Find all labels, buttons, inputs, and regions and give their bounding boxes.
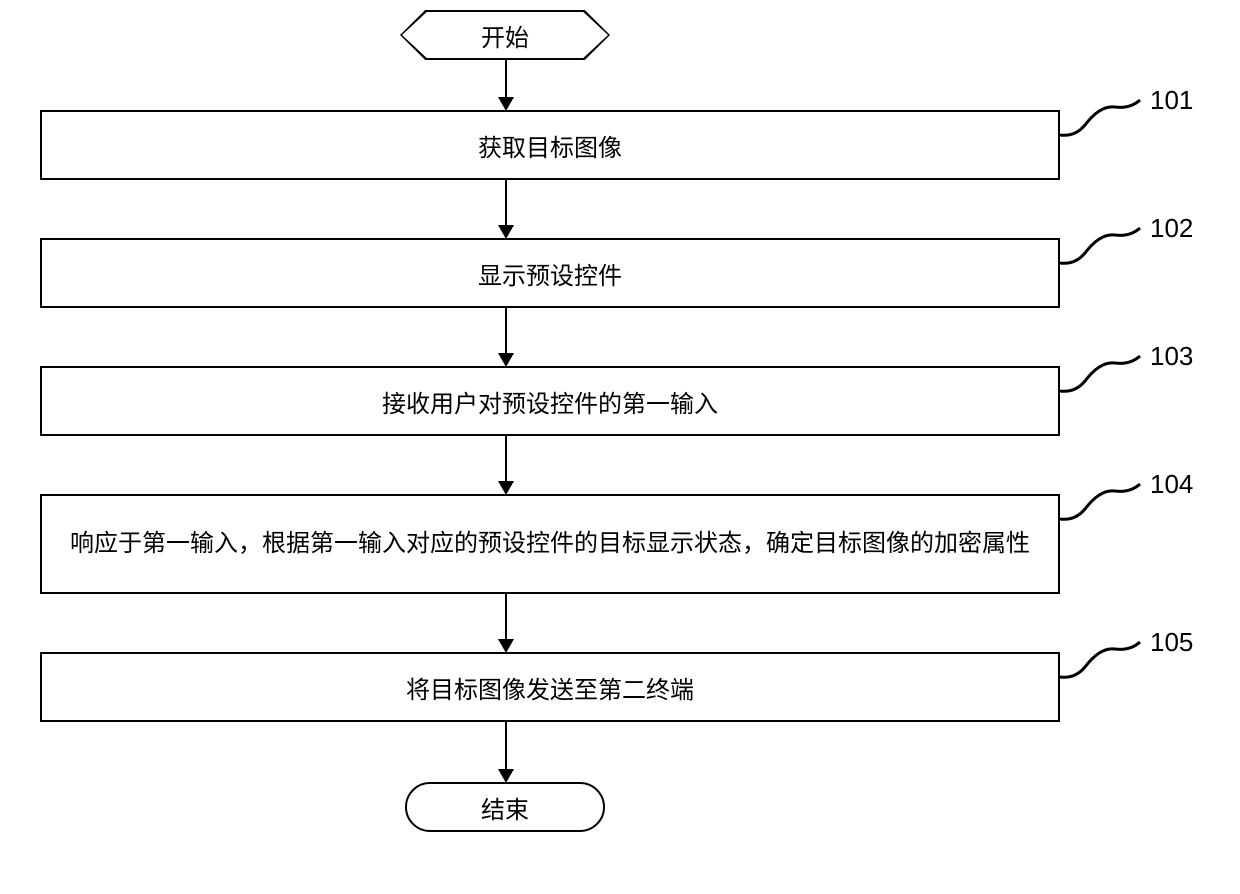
arrow xyxy=(505,436,507,494)
arrow xyxy=(505,722,507,782)
curly-connector-icon xyxy=(1060,223,1150,268)
step-number-label: 101 xyxy=(1150,85,1193,116)
process-step-101: 获取目标图像 xyxy=(40,110,1060,180)
step-number-label: 104 xyxy=(1150,469,1193,500)
step-number-label: 105 xyxy=(1150,627,1193,658)
process-step-102: 显示预设控件 xyxy=(40,238,1060,308)
process-label: 响应于第一输入，根据第一输入对应的预设控件的目标显示状态，确定目标图像的加密属性 xyxy=(70,525,1030,563)
start-label: 开始 xyxy=(481,18,529,53)
curly-connector-icon xyxy=(1060,479,1150,524)
step-number-label: 102 xyxy=(1150,213,1193,244)
step-number-label: 103 xyxy=(1150,341,1193,372)
process-step-105: 将目标图像发送至第二终端 xyxy=(40,652,1060,722)
process-label: 将目标图像发送至第二终端 xyxy=(406,670,694,705)
end-label: 结束 xyxy=(481,790,529,825)
process-label: 获取目标图像 xyxy=(478,128,622,163)
curly-connector-icon xyxy=(1060,95,1150,140)
arrow xyxy=(505,60,507,110)
arrow xyxy=(505,308,507,366)
process-label: 显示预设控件 xyxy=(478,256,622,291)
start-terminator: 开始 xyxy=(400,10,610,60)
end-terminator: 结束 xyxy=(405,782,605,832)
curly-connector-icon xyxy=(1060,637,1150,682)
process-label: 接收用户对预设控件的第一输入 xyxy=(382,384,718,419)
curly-connector-icon xyxy=(1060,351,1150,396)
arrow xyxy=(505,180,507,238)
flowchart-container: 开始 获取目标图像 显示预设控件 接收用户对预设控件的第一输入 响应于第一输入，… xyxy=(0,0,1240,894)
arrow xyxy=(505,594,507,652)
process-step-103: 接收用户对预设控件的第一输入 xyxy=(40,366,1060,436)
process-step-104: 响应于第一输入，根据第一输入对应的预设控件的目标显示状态，确定目标图像的加密属性 xyxy=(40,494,1060,594)
